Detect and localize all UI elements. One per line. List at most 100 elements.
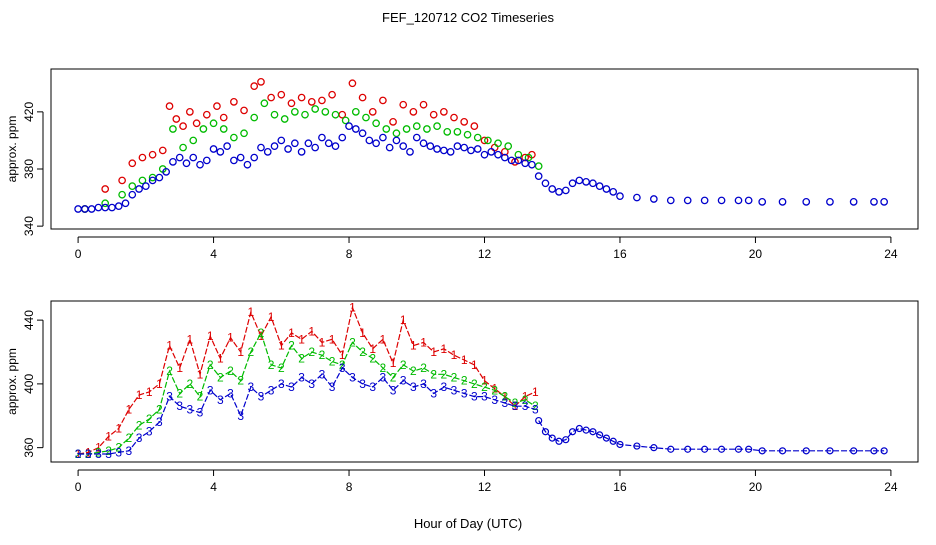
series-point-label: 3 bbox=[247, 380, 254, 394]
data-point bbox=[101, 203, 110, 212]
series-point-label: 1 bbox=[522, 390, 529, 404]
data-point bbox=[880, 198, 888, 206]
data-point bbox=[202, 110, 211, 119]
data-point bbox=[575, 424, 583, 433]
series-point-label: 3 bbox=[501, 396, 508, 410]
series-point-label: 1 bbox=[187, 332, 194, 346]
series-point-label: 1 bbox=[410, 339, 417, 353]
y-axis-label: approx. ppm bbox=[5, 116, 19, 183]
series-point-label: 2 bbox=[115, 441, 122, 455]
data-point bbox=[745, 445, 753, 453]
series-point-label: 2 bbox=[451, 371, 458, 385]
series-point-label: 1 bbox=[207, 329, 214, 343]
x-tick-label: 16 bbox=[613, 247, 627, 261]
data-point bbox=[202, 156, 211, 165]
series-point-label: 1 bbox=[227, 331, 234, 345]
data-point bbox=[338, 133, 347, 142]
data-point bbox=[135, 185, 143, 193]
series-point-label: 2 bbox=[105, 444, 112, 458]
data-point bbox=[450, 113, 458, 122]
data-point bbox=[666, 196, 675, 205]
series-point-label: 3 bbox=[369, 380, 376, 394]
series-point-label: 1 bbox=[237, 345, 244, 359]
data-point bbox=[616, 440, 624, 449]
data-point bbox=[541, 428, 550, 436]
data-point bbox=[118, 190, 126, 199]
data-point bbox=[301, 110, 309, 119]
data-point bbox=[528, 160, 536, 169]
data-point bbox=[243, 160, 252, 169]
data-point bbox=[311, 143, 320, 152]
data-point bbox=[562, 436, 570, 444]
series-point-label: 2 bbox=[512, 396, 519, 410]
data-point bbox=[480, 136, 489, 145]
data-point bbox=[575, 176, 584, 185]
data-point bbox=[348, 79, 357, 88]
data-point bbox=[568, 179, 577, 188]
data-point bbox=[175, 153, 184, 162]
series-point-label: 1 bbox=[136, 388, 143, 402]
data-point bbox=[148, 150, 157, 159]
x-tick-label: 12 bbox=[478, 247, 492, 261]
data-point bbox=[257, 143, 265, 152]
series-point-label: 2 bbox=[197, 390, 204, 404]
data-point bbox=[182, 159, 191, 168]
data-point bbox=[331, 142, 340, 150]
series-point-label: 2 bbox=[95, 445, 102, 459]
x-axis-label: Hour of Day (UTC) bbox=[414, 516, 522, 531]
series-point-label: 2 bbox=[258, 326, 265, 340]
data-point bbox=[473, 133, 482, 142]
data-point bbox=[270, 142, 279, 150]
data-point bbox=[128, 159, 137, 168]
series-point-label: 1 bbox=[369, 342, 376, 356]
data-point bbox=[379, 96, 387, 105]
series-point-label: 1 bbox=[115, 422, 122, 436]
x-tick-label: 4 bbox=[210, 247, 217, 261]
series-point-label: 2 bbox=[501, 390, 508, 404]
data-point bbox=[358, 93, 367, 102]
data-point bbox=[406, 148, 414, 156]
data-point bbox=[311, 105, 320, 113]
data-point bbox=[365, 136, 374, 145]
data-point bbox=[402, 125, 411, 133]
data-point bbox=[480, 150, 489, 159]
y-tick-label: 340 bbox=[22, 216, 36, 236]
data-point bbox=[257, 78, 265, 86]
series-point-label: 1 bbox=[481, 374, 488, 388]
data-point bbox=[582, 178, 590, 186]
data-point bbox=[284, 145, 292, 153]
data-point bbox=[463, 130, 472, 139]
series-point-label: 2 bbox=[349, 335, 356, 349]
x-tick-label: 8 bbox=[346, 247, 353, 261]
series-point-label: 1 bbox=[380, 332, 387, 346]
data-point bbox=[423, 125, 431, 133]
data-point bbox=[399, 100, 408, 109]
data-point bbox=[307, 98, 316, 106]
data-point bbox=[582, 426, 590, 434]
data-point bbox=[778, 447, 787, 455]
series-point-label: 1 bbox=[278, 339, 285, 353]
series-point-label: 2 bbox=[166, 364, 173, 378]
data-point bbox=[473, 145, 482, 153]
series-point-label: 2 bbox=[339, 358, 346, 372]
data-point bbox=[826, 198, 834, 206]
data-point bbox=[399, 142, 408, 150]
series-point-label: 1 bbox=[329, 332, 336, 346]
series-point-label: 3 bbox=[522, 399, 529, 413]
data-point bbox=[209, 119, 218, 128]
series-point-label: 2 bbox=[369, 351, 376, 365]
series-point-label: 2 bbox=[176, 386, 183, 400]
series-point-label: 1 bbox=[451, 348, 458, 362]
data-point bbox=[331, 110, 340, 119]
data-point bbox=[209, 145, 218, 153]
series-point-label: 1 bbox=[532, 385, 539, 399]
x-tick-label: 8 bbox=[346, 480, 353, 494]
data-point bbox=[467, 146, 475, 155]
data-point bbox=[701, 445, 709, 453]
x-tick-label: 20 bbox=[749, 247, 763, 261]
data-point bbox=[179, 122, 187, 130]
series-point-label: 2 bbox=[268, 358, 275, 372]
data-point bbox=[372, 139, 380, 148]
data-point bbox=[548, 185, 557, 193]
